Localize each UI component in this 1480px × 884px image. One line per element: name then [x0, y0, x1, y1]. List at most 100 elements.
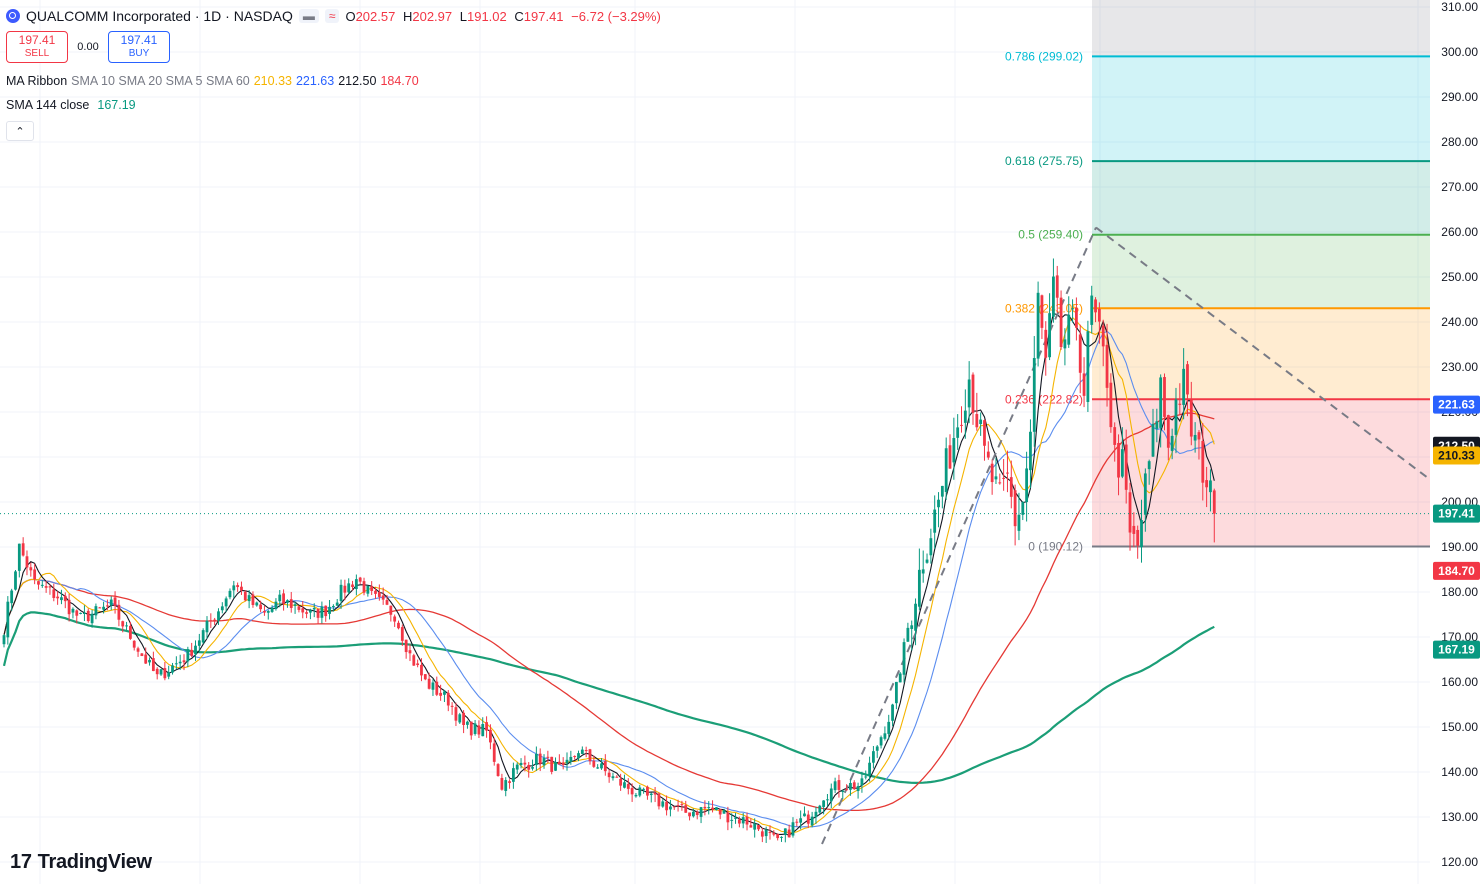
candle-body	[469, 721, 473, 736]
candle-body	[408, 650, 412, 654]
candle-body	[515, 764, 519, 770]
candle-body	[255, 602, 259, 606]
candle-body	[1182, 368, 1186, 405]
candle-body	[753, 823, 757, 830]
candle-body	[990, 463, 994, 483]
candle-body	[714, 807, 718, 810]
candle-body	[190, 649, 194, 656]
candle-body	[561, 762, 565, 765]
candle-body	[458, 714, 462, 723]
candle-body	[40, 584, 44, 586]
candle-body	[37, 581, 40, 585]
candle-body	[159, 669, 163, 675]
candle-body	[692, 811, 695, 817]
tradingview-logo[interactable]: 17 TradingView	[10, 851, 152, 873]
candle-body	[1078, 334, 1082, 373]
candle-body	[983, 420, 986, 446]
sell-button[interactable]: 197.41 SELL	[6, 31, 68, 63]
legend-visibility-icon[interactable]: ▬	[298, 9, 319, 23]
price-tag	[1433, 446, 1480, 465]
symbol-title[interactable]: QUALCOMM Incorporated · 1D · NASDAQ	[26, 8, 293, 24]
candle-body	[492, 743, 496, 762]
candle-body	[2, 635, 6, 645]
candle-body	[163, 668, 167, 679]
candle-body	[1140, 520, 1143, 548]
candle-body	[979, 419, 983, 425]
candle-body	[297, 606, 301, 610]
candle-body	[898, 673, 902, 683]
candle-body	[174, 663, 178, 665]
price-tick-label: 130.00	[1441, 810, 1478, 824]
candle-body	[906, 627, 910, 642]
candle-body	[1009, 477, 1013, 497]
candle-body	[1094, 299, 1097, 313]
candle-body	[1147, 461, 1151, 470]
candle-body	[404, 639, 408, 653]
candle-body	[803, 813, 806, 817]
candle-body	[412, 655, 416, 666]
buy-button[interactable]: 197.41 BUY	[108, 31, 170, 63]
candle-body	[1155, 421, 1159, 429]
candle-body	[764, 829, 768, 837]
chart-grid	[0, 0, 1430, 884]
candle-body	[1029, 431, 1032, 471]
candle-body	[734, 817, 737, 819]
candle-body	[531, 767, 534, 769]
candle-body	[10, 590, 14, 604]
candle-body	[481, 724, 485, 737]
candle-body	[209, 620, 213, 622]
collapse-legend-button[interactable]: ⌃	[6, 121, 34, 141]
fibonacci-retracement[interactable]: 0 (190.12) 0.236 (222.82) 0.382 (243.05) 0.…	[1005, 0, 1430, 553]
candle-body	[772, 832, 776, 835]
candle-body	[1101, 325, 1105, 347]
candle-body	[837, 780, 841, 790]
candle-body	[90, 613, 94, 624]
candle-body	[917, 569, 921, 607]
candle-body	[351, 584, 354, 587]
candle-body	[1021, 502, 1025, 515]
candle-body	[902, 642, 906, 675]
candle-body	[21, 543, 25, 556]
fib-level-label: 0.618 (275.75)	[1005, 154, 1083, 168]
candle-body	[986, 451, 990, 458]
candle-body	[343, 585, 347, 593]
price-tick-label: 180.00	[1441, 585, 1478, 599]
candle-body	[634, 794, 638, 797]
candle-body	[439, 692, 443, 696]
candle-body	[416, 663, 420, 666]
candle-body	[400, 627, 404, 641]
candle-body	[136, 648, 140, 652]
candle-body	[389, 605, 393, 615]
price-tick-label: 260.00	[1441, 225, 1478, 239]
candle-body	[182, 660, 186, 663]
candle-body	[542, 758, 546, 766]
price-tick-label: 140.00	[1441, 765, 1478, 779]
candle-body	[17, 543, 21, 571]
candle-body	[171, 665, 174, 673]
candle-body	[1055, 275, 1059, 298]
fib-zone	[1092, 399, 1430, 547]
candle-body	[1143, 473, 1147, 515]
candle-body	[347, 583, 351, 593]
sma-10-line	[3, 316, 1215, 834]
candle-body	[768, 832, 772, 834]
candle-body	[1044, 329, 1048, 358]
candle-body	[1067, 314, 1071, 345]
candle-body	[377, 592, 381, 597]
candle-body	[642, 788, 646, 790]
price-tag	[1433, 504, 1480, 523]
candle-body	[849, 782, 852, 790]
candle-body	[676, 805, 680, 807]
sma-144-legend[interactable]: SMA 144 close 167.19	[6, 98, 136, 112]
candle-body	[52, 589, 56, 598]
candle-body	[328, 606, 331, 614]
candle-body	[872, 751, 875, 763]
legend-compare-icon[interactable]: ≈	[324, 9, 340, 23]
ma-ribbon-legend[interactable]: MA Ribbon SMA 10 SMA 20 SMA 5 SMA 60 210…	[6, 74, 419, 88]
candle-body	[508, 781, 511, 783]
candle-body	[423, 674, 427, 680]
price-tick-label: 120.00	[1441, 855, 1478, 869]
candle-body	[760, 831, 764, 837]
candle-body	[611, 776, 615, 779]
